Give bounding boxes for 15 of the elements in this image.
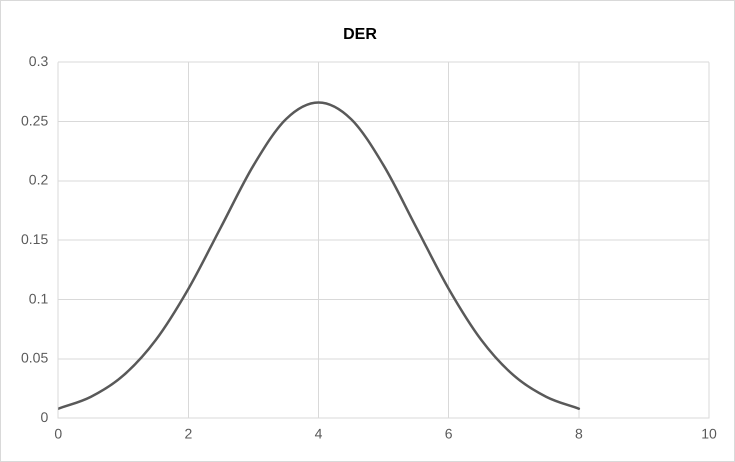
line-series	[58, 101, 580, 410]
x-tick-label: 8	[574, 425, 583, 442]
y-tick-label: 0.15	[21, 231, 48, 248]
x-tick-label: 2	[184, 425, 192, 442]
y-tick-label: 0	[40, 409, 48, 426]
y-tick-label: 0.1	[28, 290, 48, 306]
x-tick-label: 4	[314, 425, 323, 442]
chart-title: DER	[343, 26, 378, 44]
y-tick-label: 0.3	[28, 53, 48, 70]
y-tick-label: 0.25	[21, 112, 48, 128]
y-tick-label: 0.2	[28, 172, 48, 188]
x-tick-label: 0	[54, 425, 62, 442]
x-tick-label: 6	[444, 425, 453, 442]
y-tick-label: 0.05	[21, 350, 48, 366]
x-tick-label: 10	[701, 425, 717, 442]
